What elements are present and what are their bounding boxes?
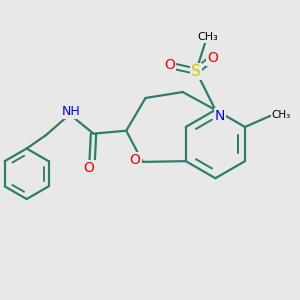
Text: N: N	[215, 109, 225, 123]
Text: NH: NH	[62, 105, 81, 118]
Text: CH₃: CH₃	[272, 110, 291, 120]
Text: O: O	[84, 161, 94, 175]
Text: O: O	[130, 153, 141, 167]
Text: CH₃: CH₃	[198, 32, 218, 42]
Text: O: O	[207, 51, 218, 65]
Text: S: S	[191, 64, 201, 79]
Text: O: O	[164, 58, 175, 72]
